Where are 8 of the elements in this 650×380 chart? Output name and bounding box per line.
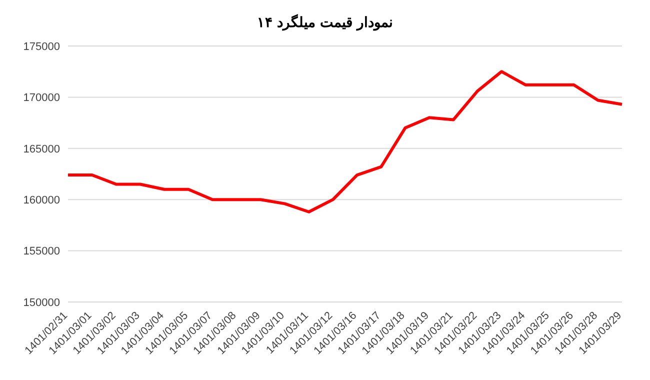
y-tick-label: 155000: [23, 246, 60, 258]
y-tick-label: 165000: [23, 143, 60, 156]
y-tick-label: 160000: [23, 194, 60, 207]
chart-title: نمودار قیمت میلگرد ۱۴: [256, 13, 394, 33]
y-tick-label: 175000: [23, 40, 60, 53]
y-tick-label: 150000: [23, 296, 60, 309]
y-tick-label: 170000: [23, 92, 60, 104]
line-series: [66, 70, 624, 214]
